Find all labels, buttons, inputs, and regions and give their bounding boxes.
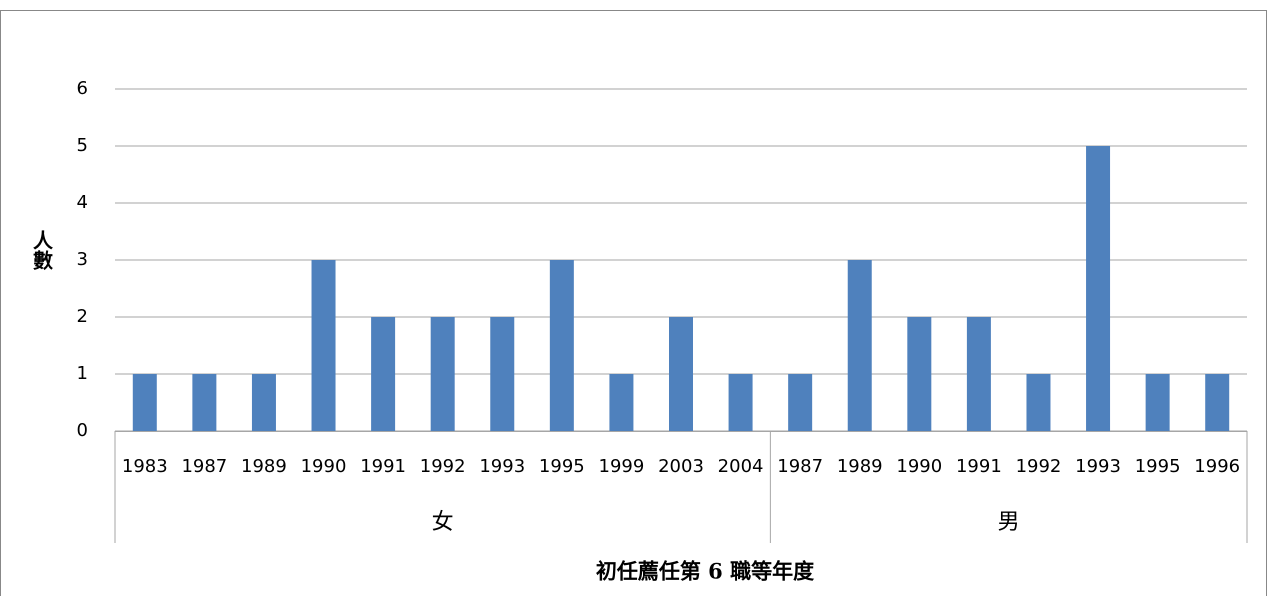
x-tick-label: 1987 (777, 456, 823, 477)
x-tick-label: 1995 (1135, 456, 1181, 477)
y-axis-title: 人數 (30, 230, 54, 271)
x-tick-label: 1992 (420, 456, 466, 477)
x-tick-label: 1996 (1194, 456, 1240, 477)
x-tick-label: 1989 (241, 456, 287, 477)
x-tick-label: 1989 (837, 456, 883, 477)
bar (192, 374, 217, 431)
x-tick-label: 1983 (122, 456, 168, 477)
x-tick-label: 2003 (658, 456, 704, 477)
x-tick-label: 1987 (181, 456, 227, 477)
bar (907, 317, 932, 431)
y-tick-label: 2 (77, 306, 88, 327)
y-tick-label: 1 (77, 363, 88, 384)
bar (669, 317, 693, 431)
x-tick-label: 1993 (479, 456, 525, 477)
bar (132, 374, 157, 431)
bar (1205, 374, 1230, 431)
bar (728, 374, 753, 431)
bar (966, 317, 991, 431)
x-tick-label: 1990 (896, 456, 942, 477)
bar (371, 317, 396, 431)
x-tick-label: 1993 (1075, 456, 1121, 477)
bar (251, 374, 276, 431)
bar (788, 374, 813, 431)
bar (609, 374, 634, 431)
chart-frame (0, 10, 1267, 596)
bar (1145, 374, 1170, 431)
y-tick-label: 5 (77, 135, 88, 156)
bar (1026, 374, 1051, 431)
bar (490, 317, 515, 431)
x-tick-label: 1992 (1016, 456, 1062, 477)
x-tick-label: 1995 (539, 456, 585, 477)
x-tick-label: 1999 (599, 456, 645, 477)
group-label: 女 (432, 510, 454, 535)
x-tick-label: 1991 (360, 456, 406, 477)
x-tick-label: 1991 (956, 456, 1002, 477)
bar (430, 317, 455, 431)
bar (549, 260, 574, 431)
x-axis-title: 初任薦任第 6 職等年度 (596, 559, 814, 584)
y-tick-label: 0 (77, 420, 88, 441)
bar (311, 260, 336, 431)
y-tick-label: 3 (77, 249, 88, 270)
x-tick-label: 1990 (301, 456, 347, 477)
y-tick-label: 6 (77, 78, 88, 99)
group-label: 男 (998, 510, 1020, 535)
bar (1086, 146, 1111, 431)
y-tick-label: 4 (77, 192, 88, 213)
bar (847, 260, 872, 431)
x-tick-label: 2004 (718, 456, 764, 477)
